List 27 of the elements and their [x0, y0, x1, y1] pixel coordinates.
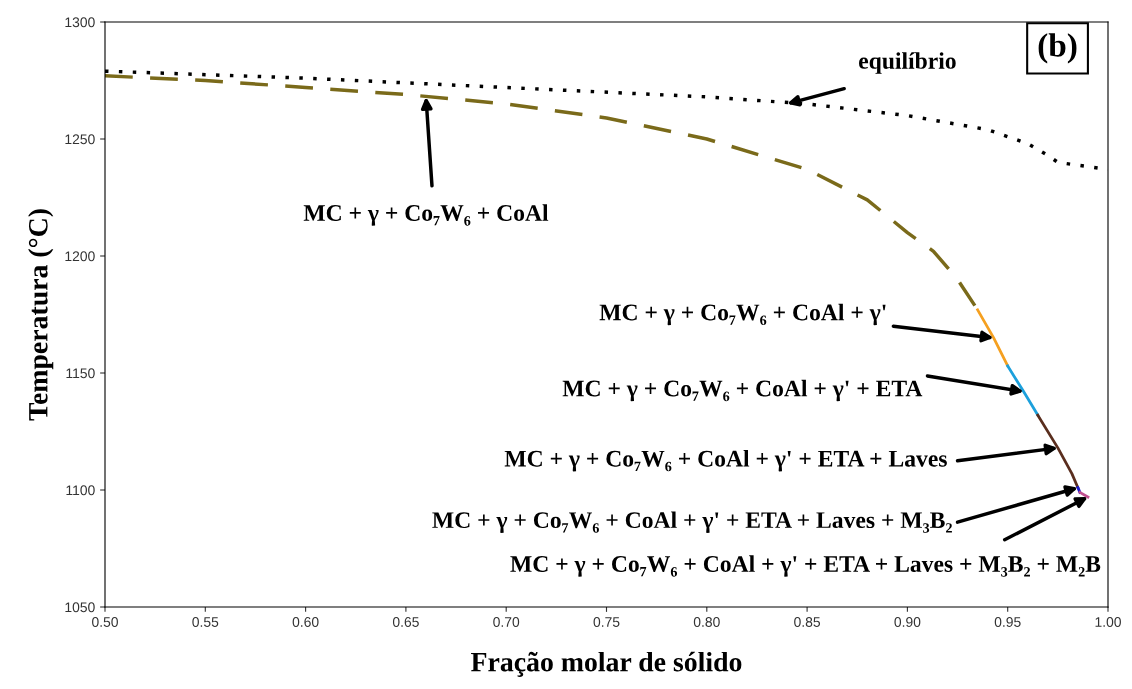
annotation: MC + γ + Co₇W₆ + CoAl + γ' + ETA + Laves + M₃B₂ + M₂B	[510, 555, 1101, 577]
annotation: MC + γ + Co₇W₆ + CoAl + γ' + ETA + Laves + M₃B₂	[432, 511, 952, 533]
x-tick-label: 0.50	[92, 617, 118, 627]
annotation: MC + γ + Co₇W₆ + CoAl + γ'	[599, 303, 886, 326]
x-tick-label: 0.65	[392, 617, 419, 627]
x-tick-label: 0.70	[493, 617, 520, 627]
x-tick-label: 0.60	[292, 617, 319, 627]
y-tick-label: 1300	[65, 17, 95, 28]
x-tick-label: 0.80	[693, 617, 720, 627]
y-tick-label: 1250	[65, 134, 95, 145]
annotation: equilíbrio	[859, 52, 956, 74]
y-axis-title: Temperatura (°C)	[28, 209, 54, 421]
x-tick-label: 1.00	[1095, 617, 1121, 627]
annotation: (b)	[1038, 33, 1077, 64]
x-tick-label: 0.90	[894, 617, 921, 627]
y-tick-label: 1150	[66, 368, 95, 379]
annotation: MC + γ + Co₇W₆ + CoAl + γ' + ETA + Laves	[504, 450, 947, 472]
x-axis-title: Fração molar de sólido	[471, 651, 742, 677]
annotation: MC + γ + Co₇W₆ + CoAl	[303, 204, 549, 226]
x-tick-label: 0.55	[192, 617, 219, 627]
y-tick-label: 1100	[66, 485, 95, 496]
y-tick-label: 1200	[65, 251, 95, 262]
x-tick-label: 0.75	[593, 617, 620, 627]
x-tick-label: 0.95	[994, 617, 1021, 627]
x-tick-label: 0.85	[794, 617, 821, 627]
annotation: MC + γ + Co₇W₆ + CoAl + γ' + ETA	[562, 379, 923, 402]
y-tick-label: 1050	[65, 602, 95, 613]
